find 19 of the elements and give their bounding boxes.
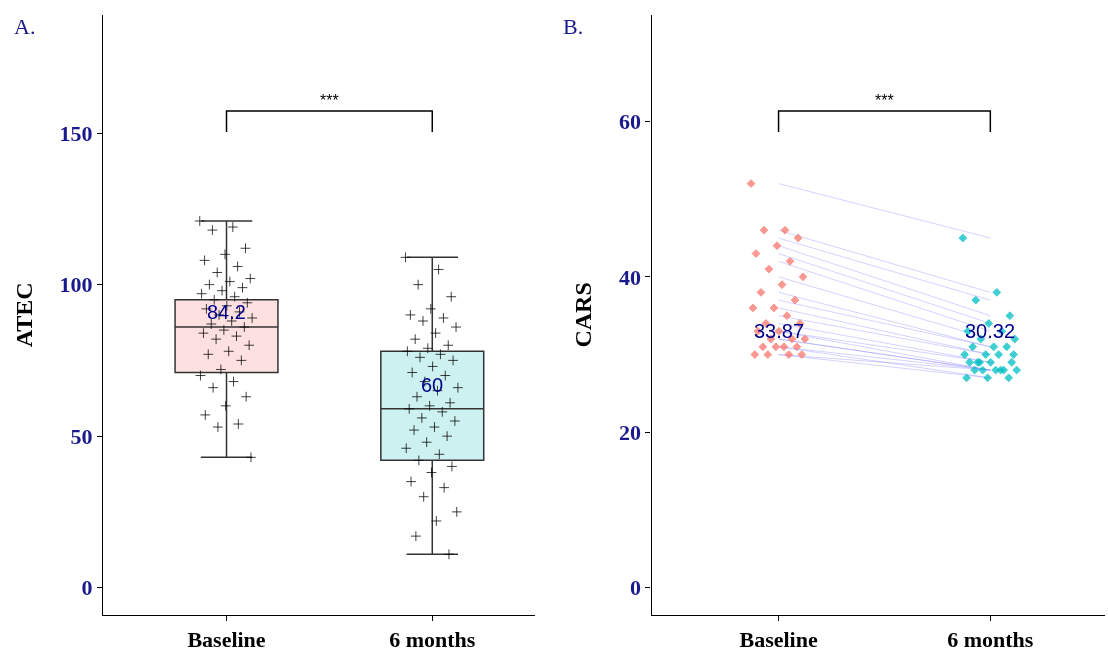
y-tick-label: 60 bbox=[619, 109, 641, 135]
chart-title: A. bbox=[14, 14, 36, 39]
annotation: *** bbox=[875, 92, 894, 109]
annotation: *** bbox=[320, 92, 339, 109]
y-axis-title: ATEC bbox=[10, 282, 37, 348]
y-tick-label: 0 bbox=[81, 575, 93, 601]
y-tick-label: 20 bbox=[619, 419, 641, 445]
y-axis-title: CARS bbox=[570, 282, 597, 348]
x-tick-label: 6 months bbox=[947, 627, 1034, 652]
x-tick-label: Baseline bbox=[187, 627, 266, 652]
y-tick-label: 100 bbox=[59, 272, 93, 298]
y-tick-label: 50 bbox=[70, 423, 93, 449]
annotation: 33.87 bbox=[754, 320, 805, 342]
y-tick-label: 150 bbox=[59, 120, 93, 146]
x-tick-label: 6 months bbox=[389, 627, 476, 652]
x-tick-label: Baseline bbox=[739, 627, 818, 652]
chart-title: B. bbox=[563, 14, 584, 39]
y-tick-label: 40 bbox=[619, 264, 641, 290]
y-tick-label: 0 bbox=[630, 575, 641, 601]
